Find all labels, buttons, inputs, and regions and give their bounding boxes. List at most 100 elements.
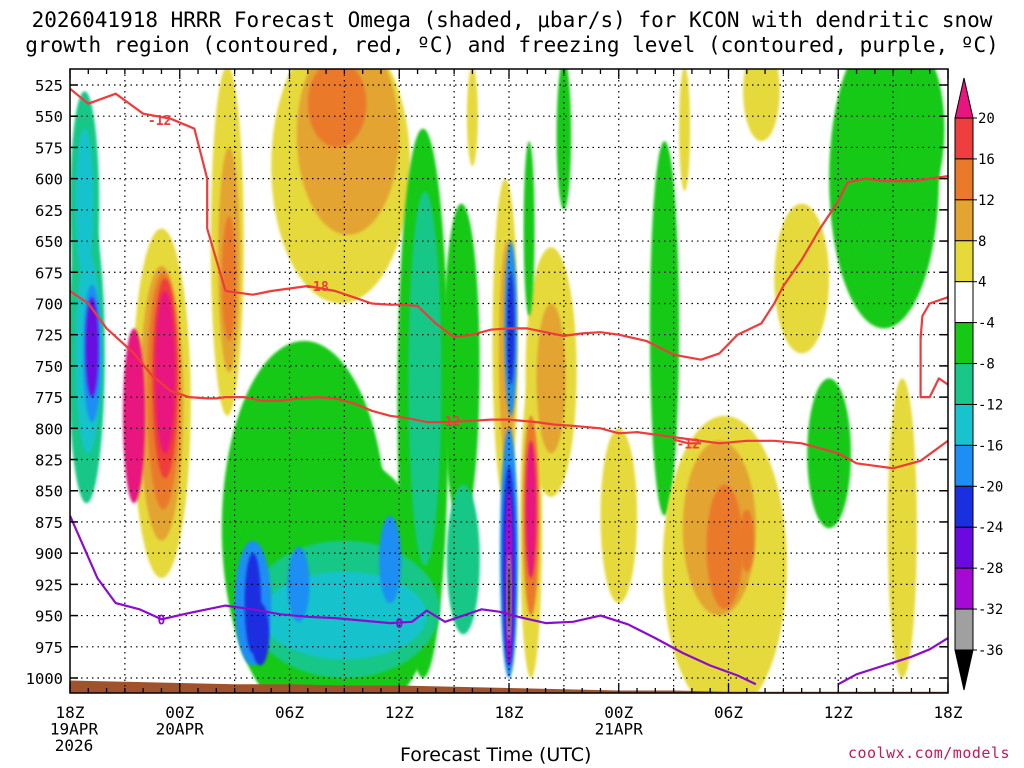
y-tick-label: 1000 xyxy=(26,670,63,688)
contour-label: -12 xyxy=(148,114,171,129)
colorbar: 20 16 12 8 4 -4 -8 -12 -16 -20 -24 -28 -32 -36 xyxy=(954,77,1003,691)
omega-cell xyxy=(466,69,478,167)
colorbar-tick-label: -24 xyxy=(978,520,1003,536)
credit-link[interactable]: coolwx.com/models xyxy=(847,744,1010,762)
omega-cell xyxy=(251,603,270,666)
omega-cell xyxy=(287,546,310,622)
omega-cell xyxy=(739,509,755,572)
colorbar-band xyxy=(954,403,974,446)
colorbar-band xyxy=(954,199,974,242)
colorbar-band xyxy=(954,363,974,405)
x-tick-label: 06Z xyxy=(714,703,743,722)
y-tick-label: 875 xyxy=(35,514,63,532)
omega-cell xyxy=(536,303,566,454)
colorbar-tick-label: -36 xyxy=(978,643,1003,659)
y-tick-label: 525 xyxy=(35,77,63,95)
x-tick-label: 00Z xyxy=(604,703,633,722)
x-tick-label: 18Z xyxy=(56,703,85,722)
colorbar-band xyxy=(954,117,974,160)
contour-label: -18 xyxy=(305,280,329,295)
y-tick-label: 700 xyxy=(35,295,63,313)
omega-cell xyxy=(887,378,917,678)
omega-cell xyxy=(75,128,94,279)
x-tick-label: 12Z xyxy=(824,703,853,722)
omega-cell xyxy=(123,328,145,504)
y-tick-label: 575 xyxy=(35,139,63,157)
colorbar-top-arrow xyxy=(954,77,974,119)
colorbar-band xyxy=(954,485,974,528)
omega-cell xyxy=(649,141,680,516)
colorbar-tick-label: 20 xyxy=(978,111,995,127)
omega-cell xyxy=(307,69,367,148)
colorbar-tick-label: -32 xyxy=(978,602,1003,618)
colorbar-tick-label: 4 xyxy=(978,275,986,291)
contour-label: 0 xyxy=(158,613,166,628)
x-axis-label: Forecast Time (UTC) xyxy=(400,744,592,766)
x-tick-label: 18Z xyxy=(934,703,963,722)
colorbar-tick-label: -12 xyxy=(978,397,1003,413)
colorbar-band xyxy=(954,240,974,283)
colorbar-band xyxy=(954,322,974,365)
chart-title-line-2: growth region (contoured, red, ºC) and f… xyxy=(25,33,999,57)
y-tick-label: 800 xyxy=(35,420,63,438)
omega-cell xyxy=(679,69,691,192)
omega-cell xyxy=(896,69,945,204)
omega-cell xyxy=(774,203,830,354)
x-tick-label: 12Z xyxy=(385,703,414,722)
x-tick-label: 19APR xyxy=(50,720,99,739)
colorbar-bottom-arrow xyxy=(954,649,974,691)
y-tick-label: 975 xyxy=(35,639,63,657)
x-tick-label: 21APR xyxy=(595,720,644,739)
dendritic-contour xyxy=(919,334,948,399)
colorbar-tick-label: 16 xyxy=(978,152,995,168)
y-tick-label: 850 xyxy=(35,483,63,501)
omega-cell xyxy=(556,69,572,210)
contour-label: -12 xyxy=(437,415,460,430)
contour-label: -12 xyxy=(677,437,700,452)
colorbar-tick-label: -20 xyxy=(978,479,1003,495)
colorbar-band xyxy=(954,158,974,201)
omega-cell xyxy=(379,515,402,604)
omega-cell xyxy=(807,378,851,529)
x-tick-label: 06Z xyxy=(275,703,304,722)
colorbar-band xyxy=(954,281,974,324)
omega-cell xyxy=(85,297,99,398)
freezing-level-contour xyxy=(837,637,948,686)
x-tick-label: 20APR xyxy=(156,720,205,739)
x-tick-label: 18Z xyxy=(495,703,524,722)
colorbar-band xyxy=(954,567,974,610)
colorbar-band xyxy=(954,608,974,651)
x-tick-label: 2026 xyxy=(55,736,94,755)
omega-cell xyxy=(523,141,535,316)
contours: -12 -18 -12 -12 0 0 xyxy=(70,87,948,686)
y-tick-label: 550 xyxy=(35,108,63,126)
y-tick-label: 725 xyxy=(35,327,63,345)
y-tick-label: 650 xyxy=(35,233,63,251)
omega-cell xyxy=(852,216,897,291)
dendritic-contour xyxy=(70,290,948,470)
colorbar-tick-label: -16 xyxy=(978,438,1003,454)
y-tick-label: 600 xyxy=(35,171,63,189)
y-tick-label: 825 xyxy=(35,452,63,470)
y-tick-label: 775 xyxy=(35,389,63,407)
colorbar-tick-label: 12 xyxy=(978,193,995,209)
colorbar-band xyxy=(954,526,974,569)
omega-cell xyxy=(155,291,176,454)
gridlines xyxy=(70,69,948,693)
dendritic-contour xyxy=(70,87,227,292)
colorbar-tick-label: 8 xyxy=(978,234,986,250)
colorbar-tick-label: -4 xyxy=(978,316,995,332)
omega-cell xyxy=(706,484,744,610)
y-tick-label: 625 xyxy=(35,202,63,220)
omega-cell xyxy=(525,440,537,579)
colorbar-tick-label: -28 xyxy=(978,561,1003,577)
y-tick-label: 675 xyxy=(35,264,63,282)
dendritic-contour xyxy=(919,296,948,339)
omega-cell xyxy=(743,69,780,142)
y-tick-label: 925 xyxy=(35,576,63,594)
chart-title-line-1: 2026041918 HRRR Forecast Omega (shaded, … xyxy=(31,8,993,32)
omega-cell xyxy=(221,216,237,341)
freezing-level-contour xyxy=(70,515,757,686)
x-tick-label: 00Z xyxy=(165,703,194,722)
